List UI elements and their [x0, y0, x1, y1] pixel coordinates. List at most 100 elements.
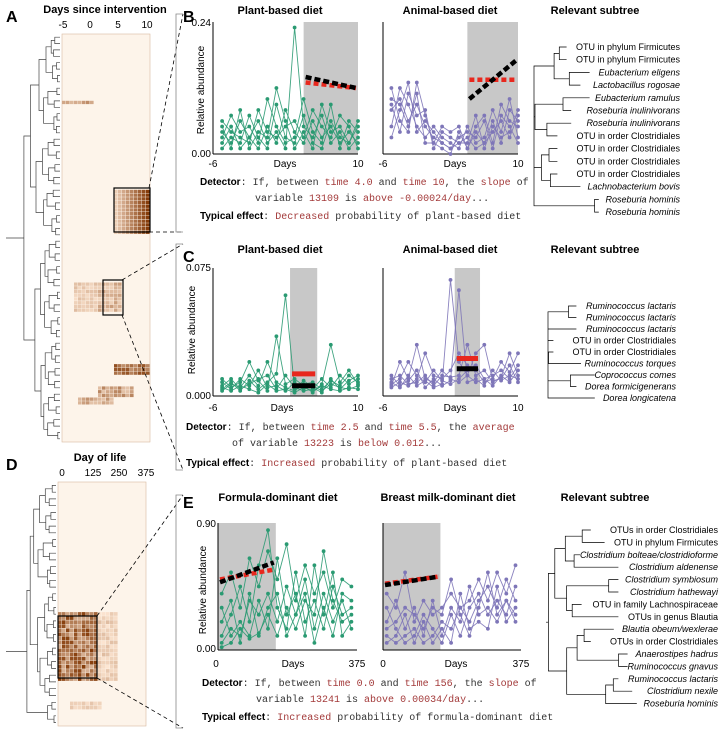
heatmap-d-cell	[110, 636, 114, 641]
e-left-point	[331, 605, 335, 610]
heatmap-a-cell	[94, 289, 98, 294]
b-left-point	[220, 130, 225, 134]
heatmap-a-cell	[114, 301, 118, 305]
panel-label-a: A	[6, 9, 18, 26]
b-right-point	[507, 135, 512, 140]
plot-b-right-xmax: 10	[512, 159, 524, 170]
heatmap-d-cell	[94, 669, 98, 673]
heatmap-a-cell	[134, 215, 138, 219]
heatmap-d-cell	[86, 701, 90, 706]
plot-e-right-xlabel: Days	[445, 659, 468, 670]
c-right-point	[457, 288, 461, 293]
detector-b: Detector: If, between time 4.0 and time …	[200, 177, 529, 223]
e-left-point	[284, 605, 289, 610]
heatmap-a-cell	[130, 197, 134, 201]
heatmap-d-cell	[114, 677, 118, 681]
heatmap-d-cell	[70, 620, 74, 624]
e-left-point	[321, 626, 326, 631]
e-left-point	[340, 634, 345, 638]
e-left-point	[349, 584, 354, 589]
c-left-point	[265, 389, 270, 393]
subtree-e-taxon: Roseburia hominis	[643, 699, 718, 709]
e-left-point	[321, 591, 326, 596]
heatmap-a-cell	[138, 223, 142, 227]
subtree-b-taxon: OTU in phylum Firmicutes	[576, 55, 681, 65]
heatmap-d-cell	[78, 673, 82, 677]
b-left-point	[292, 146, 297, 151]
b-right-point	[507, 108, 512, 112]
tree-c-title: Relevant subtree	[551, 244, 640, 256]
e-right-point	[412, 634, 417, 638]
heatmap-a-cell	[118, 308, 122, 312]
heatmap-d-cell	[62, 612, 66, 616]
heatmap-a-cell	[114, 367, 118, 372]
b-right-point	[406, 124, 411, 129]
c-left-point	[319, 382, 324, 386]
b-right-point	[423, 124, 428, 129]
heatmap-d-cell	[78, 624, 82, 628]
heatmap-d-cell	[74, 644, 78, 649]
heatmap-d-cell	[86, 669, 90, 673]
c-left-point	[347, 373, 351, 378]
subtree-e-taxon: OTU in family Lachnospiraceae	[592, 599, 718, 609]
c-left-point	[265, 373, 270, 378]
c-right-point	[440, 378, 444, 383]
heatmap-a-cell	[78, 293, 82, 297]
e-left-point	[266, 605, 270, 610]
e-right-point	[449, 626, 453, 631]
b-left-point	[220, 135, 225, 140]
b-left-point	[347, 124, 351, 129]
heatmap-d-cell	[82, 620, 86, 624]
heatmap-d-cell	[94, 620, 98, 624]
tree-b-title: Relevant subtree	[551, 5, 640, 17]
heatmap-d-cell	[102, 677, 106, 681]
heatmap-a-cell	[90, 286, 94, 290]
heatmap-a-cell	[86, 282, 90, 286]
c-left-time-window	[290, 268, 318, 396]
b-right-point	[507, 97, 512, 101]
subtree-e-taxon: Clostridium nexile	[647, 686, 718, 696]
panel-label-c: C	[183, 249, 195, 266]
heatmap-d-cell	[106, 656, 110, 661]
heatmap-d-cell	[98, 677, 102, 681]
detector-e: Detector: If, between time 0.0 and time …	[202, 678, 553, 724]
b-right-point	[431, 141, 436, 145]
c-left-point	[220, 380, 225, 385]
c-right-point	[457, 380, 461, 385]
heatmap-d-cell	[114, 665, 118, 669]
heatmap-d-cell	[86, 620, 90, 624]
heatmap-a-cell	[114, 286, 118, 290]
b-right-point	[406, 91, 411, 96]
subtree-e: OTUs in order Clostridiales OTU in phylum…	[546, 525, 719, 709]
e-left-point	[321, 570, 326, 575]
c-right-point	[423, 380, 428, 385]
heatmap-d-cell	[106, 628, 110, 633]
c-left-point	[356, 382, 360, 386]
e-left-point	[229, 612, 233, 617]
heatmap-a-tick-1: 0	[87, 20, 93, 31]
e-left-point	[238, 641, 243, 645]
heatmap-a-cell	[122, 223, 126, 227]
heatmap-a-cell	[114, 208, 118, 212]
b-left-point	[301, 113, 306, 118]
c-right-point	[516, 368, 520, 373]
heatmap-a-cell	[102, 401, 106, 405]
c-right-point	[414, 368, 419, 373]
b-right-point	[473, 130, 478, 134]
b-left-point	[238, 135, 243, 140]
b-left-point	[347, 146, 351, 151]
b-left-point	[338, 146, 342, 151]
b-right-point	[448, 152, 453, 156]
heatmap-d-cell	[74, 620, 78, 624]
c-right-point	[465, 380, 470, 385]
e-right-point	[449, 612, 453, 617]
e-right-point	[430, 612, 435, 617]
heatmap-a-cell	[122, 215, 126, 219]
b-left-point	[283, 135, 288, 140]
heatmap-d-cell	[70, 628, 74, 633]
heatmap-a-cell	[138, 200, 142, 205]
b-left-point	[283, 141, 288, 145]
heatmap-d-cell	[102, 612, 106, 616]
heatmap-a-cell	[114, 200, 118, 205]
detector-e-line2: variable 13241 is above 0.00034/day...	[256, 694, 484, 706]
